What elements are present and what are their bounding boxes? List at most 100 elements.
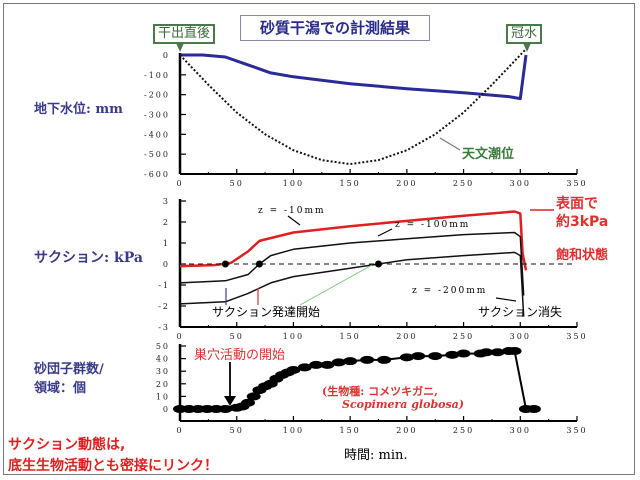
y-tick-label: 0 bbox=[163, 405, 170, 414]
tag-submersion: 冠水 bbox=[506, 24, 543, 44]
data-point bbox=[479, 348, 494, 357]
data-point bbox=[286, 365, 301, 374]
surface-note-1: 表面で bbox=[556, 196, 598, 212]
series-line-z=-200mm bbox=[179, 251, 525, 317]
data-point bbox=[428, 352, 443, 361]
species-label-2: Scopimera globosa) bbox=[342, 398, 464, 411]
x-tick-label: 50 bbox=[230, 332, 244, 341]
x-tick-label: 100 bbox=[283, 179, 304, 188]
data-point bbox=[411, 352, 426, 361]
x-tick-label: 150 bbox=[340, 179, 361, 188]
x-tick-label: 100 bbox=[283, 332, 304, 341]
data-point bbox=[218, 405, 233, 413]
x-tick-label: 150 bbox=[340, 426, 361, 435]
groundwater-ylabel: 地下水位: mm bbox=[34, 102, 123, 117]
y-tick-label: 10 bbox=[156, 392, 170, 401]
x-tick-label: 0 bbox=[176, 332, 183, 341]
y-tick-label: -600 bbox=[144, 170, 170, 179]
y-tick-label: 1 bbox=[163, 239, 170, 248]
x-tick-label: 200 bbox=[396, 332, 417, 341]
y-tick-label: 30 bbox=[156, 367, 170, 376]
label-z10: z = -10mm bbox=[258, 206, 326, 216]
figure-frame bbox=[3, 3, 635, 475]
y-tick-label: 2 bbox=[163, 218, 170, 227]
x-tick-label: 350 bbox=[566, 426, 587, 435]
x-tick-label: 250 bbox=[453, 426, 474, 435]
onset-marker bbox=[375, 260, 382, 268]
x-tick-label: 300 bbox=[510, 332, 531, 341]
data-point bbox=[526, 405, 541, 413]
y-tick-label: -100 bbox=[144, 71, 170, 80]
y-tick-label: -3 bbox=[158, 323, 170, 332]
y-tick-label: 20 bbox=[156, 380, 170, 389]
data-point bbox=[507, 347, 522, 356]
tide-pointer-icon bbox=[439, 137, 461, 151]
x-tick-label: 0 bbox=[176, 426, 183, 435]
x-tick-label: 50 bbox=[230, 179, 244, 188]
z10-pointer-icon bbox=[287, 215, 301, 226]
data-point bbox=[456, 349, 471, 358]
x-tick-label: 200 bbox=[396, 179, 417, 188]
x-tick-label: 300 bbox=[510, 426, 531, 435]
y-tick-label: -2 bbox=[158, 302, 170, 311]
data-point bbox=[399, 353, 414, 362]
x-tick-label: 250 bbox=[453, 332, 474, 341]
data-point bbox=[343, 357, 358, 366]
tide-label: 天文潮位 bbox=[462, 147, 515, 162]
burrow-ylabel-2: 領域：個 bbox=[34, 381, 87, 396]
figure-title: 砂質干潟での計測結果 bbox=[240, 15, 430, 41]
data-point bbox=[309, 360, 324, 369]
data-point bbox=[297, 363, 312, 372]
species-label-1: (生物種: コメツキガニ, bbox=[322, 385, 438, 398]
burrow-start-label: 巣穴活動の開始 bbox=[194, 348, 286, 363]
surface-note-2: 約3kPa bbox=[556, 214, 609, 230]
y-tick-label: 3 bbox=[163, 197, 170, 206]
label-z200: z = -200mm bbox=[412, 286, 488, 296]
conclusion-line-1: サクション動態は, bbox=[8, 437, 126, 453]
x-tick-label: 350 bbox=[566, 332, 587, 341]
onset-arrow-green-icon bbox=[299, 264, 373, 306]
saturated-label: 飽和状態 bbox=[556, 248, 609, 263]
x-tick-label: 0 bbox=[176, 179, 183, 188]
data-point bbox=[360, 355, 375, 364]
z100-pointer-icon bbox=[377, 228, 393, 237]
y-tick-label: -400 bbox=[144, 130, 170, 139]
y-tick-label: 50 bbox=[156, 342, 170, 351]
y-tick-label: -500 bbox=[144, 150, 170, 159]
y-tick-label: -200 bbox=[144, 91, 170, 100]
burrow-ylabel-1: 砂団子群数/ bbox=[34, 362, 104, 377]
x-axis-label: 時間: min. bbox=[344, 448, 408, 463]
y-tick-label: 0 bbox=[163, 260, 170, 269]
suction-ylabel: サクション: kPa bbox=[34, 250, 143, 266]
series-line-地下水位 bbox=[180, 53, 528, 101]
onset-marker bbox=[221, 260, 229, 268]
x-tick-label: 100 bbox=[283, 426, 304, 435]
series-line-z=-10mm bbox=[179, 210, 528, 271]
x-tick-label: 350 bbox=[566, 179, 587, 188]
data-point bbox=[490, 348, 505, 357]
data-point bbox=[445, 350, 460, 359]
y-tick-label: 40 bbox=[156, 355, 170, 364]
z200-pointer-icon bbox=[495, 297, 517, 302]
suction-vanish-label: サクション消失 bbox=[478, 305, 563, 319]
conclusion-line-2: 底生生物活動とも密接にリンク！ bbox=[8, 458, 218, 474]
y-tick-label: 0 bbox=[163, 51, 170, 60]
y-tick-label: -1 bbox=[158, 281, 170, 290]
data-point bbox=[320, 360, 335, 369]
x-tick-label: 50 bbox=[230, 426, 244, 435]
tag-exposure-start: 干出直後 bbox=[153, 24, 216, 44]
x-tick-label: 300 bbox=[510, 179, 531, 188]
series-line-z=-100mm bbox=[179, 231, 525, 296]
x-tick-label: 250 bbox=[453, 179, 474, 188]
y-tick-label: -300 bbox=[144, 111, 170, 120]
onset-marker bbox=[255, 260, 263, 268]
label-z100: z = -100mm bbox=[395, 220, 471, 230]
data-point bbox=[246, 392, 261, 401]
data-point bbox=[331, 358, 346, 367]
burrow-start-arrow-icon bbox=[224, 396, 236, 406]
x-tick-label: 150 bbox=[340, 332, 361, 341]
x-tick-label: 200 bbox=[396, 426, 417, 435]
data-point bbox=[241, 398, 256, 407]
data-point bbox=[377, 355, 392, 364]
